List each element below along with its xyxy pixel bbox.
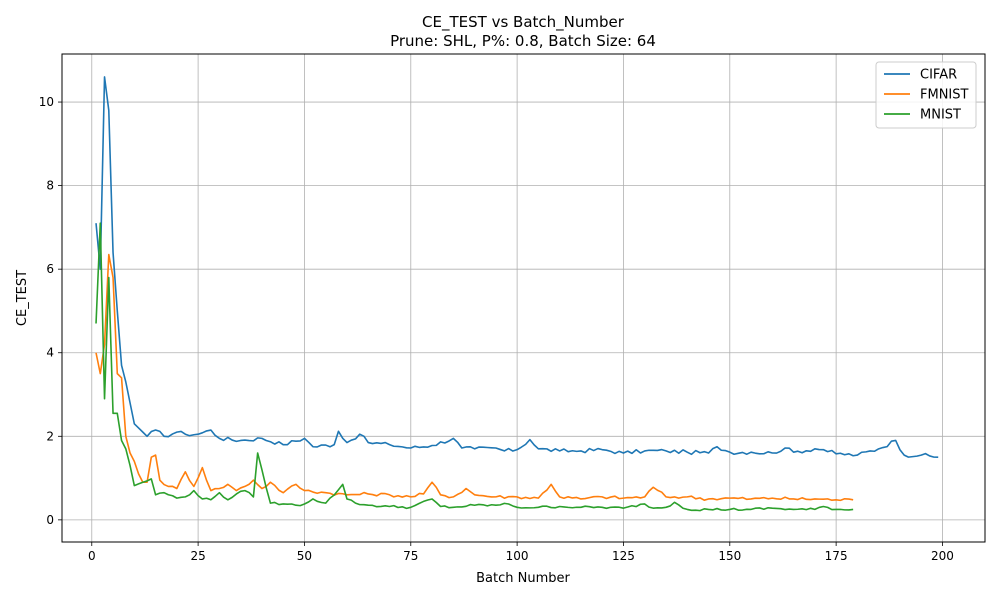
x-tick-label: 150 xyxy=(718,549,741,563)
y-tick-label: 8 xyxy=(46,179,54,193)
x-tick-label: 100 xyxy=(506,549,529,563)
x-tick-label: 125 xyxy=(612,549,635,563)
series-line-mnist xyxy=(95,222,854,512)
legend-label-cifar: CIFAR xyxy=(920,68,957,83)
x-tick-label: 0 xyxy=(88,549,96,563)
x-axis: 0 25 50 75 100 125 150 175 200 xyxy=(88,542,954,563)
y-tick-label: 0 xyxy=(46,513,54,527)
y-tick-label: 2 xyxy=(46,429,54,443)
x-axis-label: Batch Number xyxy=(476,571,570,586)
chart-subtitle: Prune: SHL, P%: 0.8, Batch Size: 64 xyxy=(390,32,656,50)
plot-frame xyxy=(61,53,986,543)
legend-box xyxy=(875,61,977,129)
x-tick-label: 75 xyxy=(403,549,418,563)
series-line-cifar xyxy=(95,76,939,458)
series-line-fmnist xyxy=(95,253,854,502)
plot-area xyxy=(95,76,939,512)
y-tick-label: 10 xyxy=(39,95,54,109)
legend: CIFAR FMNIST MNIST xyxy=(875,61,977,129)
chart-title: CE_TEST vs Batch_Number xyxy=(422,13,625,32)
x-tick-label: 200 xyxy=(931,549,954,563)
legend-label-fmnist: FMNIST xyxy=(920,88,969,103)
legend-label-mnist: MNIST xyxy=(920,108,961,123)
x-tick-label: 25 xyxy=(190,549,205,563)
y-tick-label: 6 xyxy=(46,262,54,276)
grid xyxy=(62,54,985,542)
x-tick-label: 175 xyxy=(825,549,848,563)
y-axis: 0 2 4 6 8 10 xyxy=(39,95,62,527)
x-tick-label: 50 xyxy=(297,549,312,563)
y-axis-label: CE_TEST xyxy=(15,270,30,326)
y-tick-label: 4 xyxy=(46,346,54,360)
